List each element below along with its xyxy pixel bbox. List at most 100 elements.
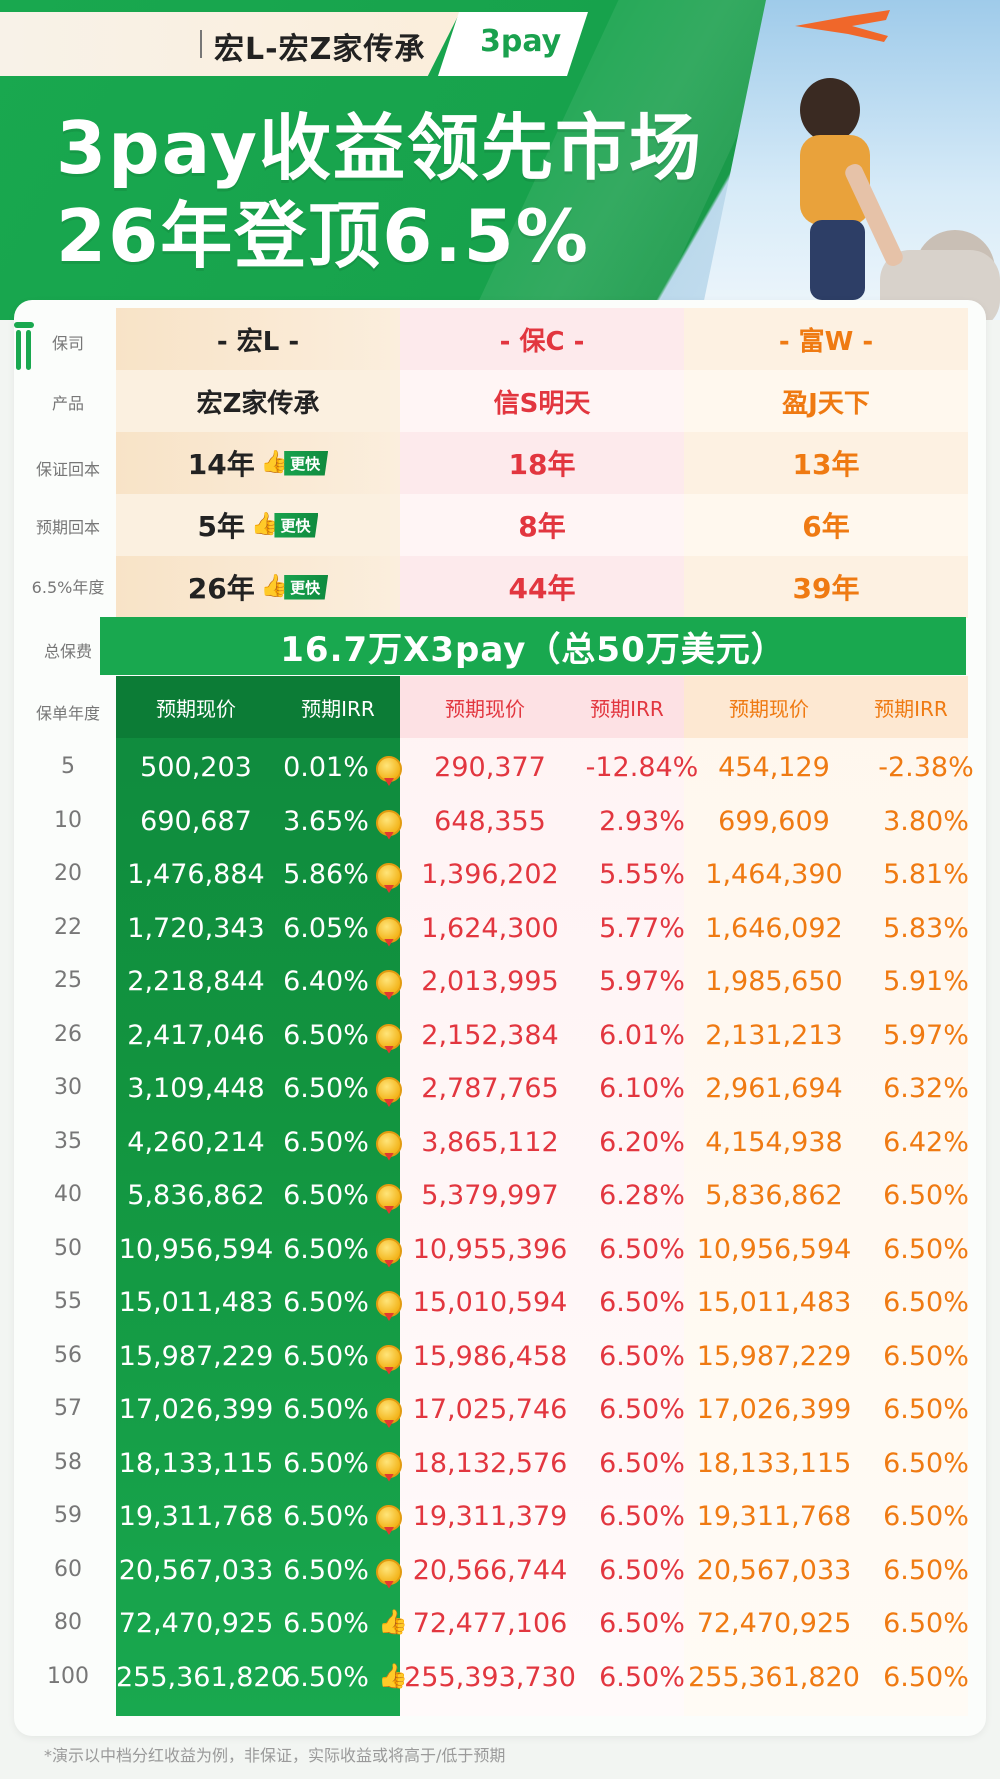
company-c-irr-cell: 3.80% (883, 805, 969, 837)
company-a-value-cell: 690,687 (140, 805, 252, 837)
guaranteed-breakeven-b: 18年 (400, 432, 684, 494)
company-a-irr-cell: 6.50% (283, 1661, 369, 1693)
table-row: 22 1,720,343 6.05% 1,624,300 5.77% 1,646,092 5… (20, 903, 969, 957)
medal-icon (376, 809, 402, 836)
expected-breakeven-a: 5年 👍 更快 (116, 494, 400, 556)
company-c-value-cell: 699,609 (718, 805, 830, 837)
irr-year-c: 39年 (684, 556, 968, 618)
company-b-value-cell: 18,132,576 (412, 1447, 568, 1479)
company-c-irr-cell: 6.50% (883, 1554, 969, 1586)
policy-year-cell: 30 (54, 1075, 82, 1100)
label-policy-year: 保单年度 (35, 704, 100, 723)
expected-breakeven-b: 8年 (400, 494, 684, 556)
policy-year-cell: 26 (54, 1021, 82, 1047)
company-a-value-cell: 18,133,115 (118, 1447, 274, 1479)
company-a-irr-cell: 6.50% (283, 1126, 369, 1158)
table-row: 25 2,218,844 6.40% 2,013,995 5.97% 1,985,650 5… (20, 956, 969, 1010)
table-row: 40 5,836,862 6.50% 5,379,997 6.28% 5,836,862 6… (20, 1170, 969, 1224)
medal-icon (376, 1077, 402, 1103)
company-a-value-cell: 3,109,448 (127, 1073, 265, 1104)
company-a-irr-cell: 6.50% (283, 1501, 369, 1532)
company-c-value-cell: 72,470,925 (696, 1608, 852, 1639)
company-b-value-cell: 1,396,202 (421, 859, 559, 890)
company-a-value-cell: 1,720,343 (127, 912, 265, 944)
medal-icon (376, 1023, 402, 1050)
policy-year-cell: 100 (47, 1663, 89, 1689)
column-b-body (400, 676, 684, 1716)
company-b-irr-cell: -12.84% (585, 752, 699, 783)
faster-badge: 👍 更快 (261, 450, 329, 476)
company-b-irr-cell: 6.01% (599, 1019, 685, 1051)
label-irr-year: 6.5%年度 (31, 578, 105, 597)
headline: 3pay收益领先市场 26年登顶6.5% (56, 104, 703, 280)
company-b-irr-cell: 5.97% (599, 966, 685, 997)
policy-year-cell: 57 (54, 1396, 82, 1421)
company-c-value-cell: 15,011,483 (696, 1287, 852, 1318)
thumbs-up-icon: 👍 (378, 1608, 408, 1636)
policy-year-cell: 59 (54, 1503, 82, 1528)
table-row: 50 10,956,594 6.50% 10,955,396 6.50% 10,956,5… (20, 1224, 969, 1278)
company-a-value-cell: 17,026,399 (118, 1394, 274, 1425)
table-row: 57 17,026,399 6.50% 17,025,746 6.50% 17,026,3… (20, 1384, 969, 1438)
product-b: 信S明天 (400, 370, 684, 432)
company-b-irr-cell: 6.10% (599, 1073, 685, 1104)
company-c-value-cell: 20,567,033 (696, 1554, 852, 1586)
company-a-value-cell: 20,567,033 (118, 1554, 274, 1586)
company-b-irr-cell: 6.50% (599, 1287, 685, 1318)
expected-breakeven-c: 6年 (684, 494, 968, 556)
company-c-irr-cell: 6.50% (883, 1180, 969, 1211)
policy-year-cell: 5 (61, 754, 75, 779)
company-a-irr-cell: 6.50% (283, 1340, 369, 1372)
expected-breakeven-a-value: 5年 (197, 510, 246, 543)
company-b-irr-cell: 6.50% (599, 1554, 685, 1586)
policy-year-cell: 20 (54, 861, 82, 886)
company-c-irr-cell: 5.81% (883, 859, 969, 890)
company-c-value-cell: 10,956,594 (696, 1233, 852, 1265)
company-c-irr-cell: 6.50% (883, 1394, 969, 1425)
company-a-value-cell: 19,311,768 (118, 1501, 274, 1532)
faster-badge-label: 更快 (284, 450, 329, 476)
medal-icon (376, 916, 402, 943)
policy-year-cell: 60 (54, 1556, 82, 1582)
product-c: 盈J天下 (684, 370, 968, 432)
company-a-irr-cell: 6.50% (283, 1287, 369, 1318)
faster-badge-label: 更快 (284, 574, 329, 600)
company-a: - 宏L - (116, 308, 400, 370)
company-c-irr-cell: 6.50% (883, 1501, 969, 1532)
brand-tag-label: 3pay (480, 24, 562, 59)
policy-year-cell: 22 (54, 914, 82, 940)
company-a-value-cell: 500,203 (140, 752, 252, 783)
company-c-value-cell: 18,133,115 (696, 1447, 852, 1479)
medal-icon (376, 1184, 402, 1210)
thumbs-up-icon: 👍 (251, 512, 279, 537)
policy-year-cell: 40 (54, 1182, 82, 1207)
company-b-value-cell: 15,010,594 (412, 1287, 568, 1318)
company-b-value-cell: 20,566,744 (412, 1554, 568, 1586)
toy-plane-icon (795, 10, 890, 42)
policy-year-cell: 56 (54, 1342, 82, 1368)
company-a-value-cell: 2,218,844 (127, 966, 265, 997)
irr-year-a-value: 26年 (187, 572, 255, 605)
company-c-value-cell: 19,311,768 (696, 1501, 852, 1532)
company-c-value-cell: 1,985,650 (705, 966, 843, 997)
company-c-irr-cell: 6.50% (883, 1287, 969, 1318)
guaranteed-breakeven-a-value: 14年 (187, 448, 255, 481)
label-expected-breakeven: 预期回本 (35, 518, 100, 537)
company-b-value-cell: 1,624,300 (421, 912, 559, 944)
medal-icon (376, 1451, 402, 1478)
column-a-body (116, 676, 400, 1716)
company-b-irr-cell: 6.50% (599, 1447, 685, 1479)
company-a-value-cell: 15,011,483 (118, 1287, 274, 1318)
company-a-irr-cell: 0.01% (283, 752, 369, 783)
policy-year-cell: 10 (54, 807, 82, 833)
company-b-irr-cell: 6.50% (599, 1394, 685, 1425)
company-c-value-cell: 255,361,820 (688, 1661, 860, 1693)
company-a-value-cell: 5,836,862 (127, 1180, 265, 1211)
company-b-irr-cell: 6.50% (599, 1340, 685, 1372)
company-a-irr-cell: 6.50% (283, 1019, 369, 1051)
company-a-value-cell: 2,417,046 (127, 1019, 265, 1051)
faster-badge: 👍 更快 (261, 574, 329, 600)
company-a-value-cell: 1,476,884 (127, 859, 265, 890)
total-premium-bar: 16.7万X3pay（总50万美元） (100, 617, 966, 675)
company-b-irr-cell: 6.50% (599, 1661, 685, 1693)
